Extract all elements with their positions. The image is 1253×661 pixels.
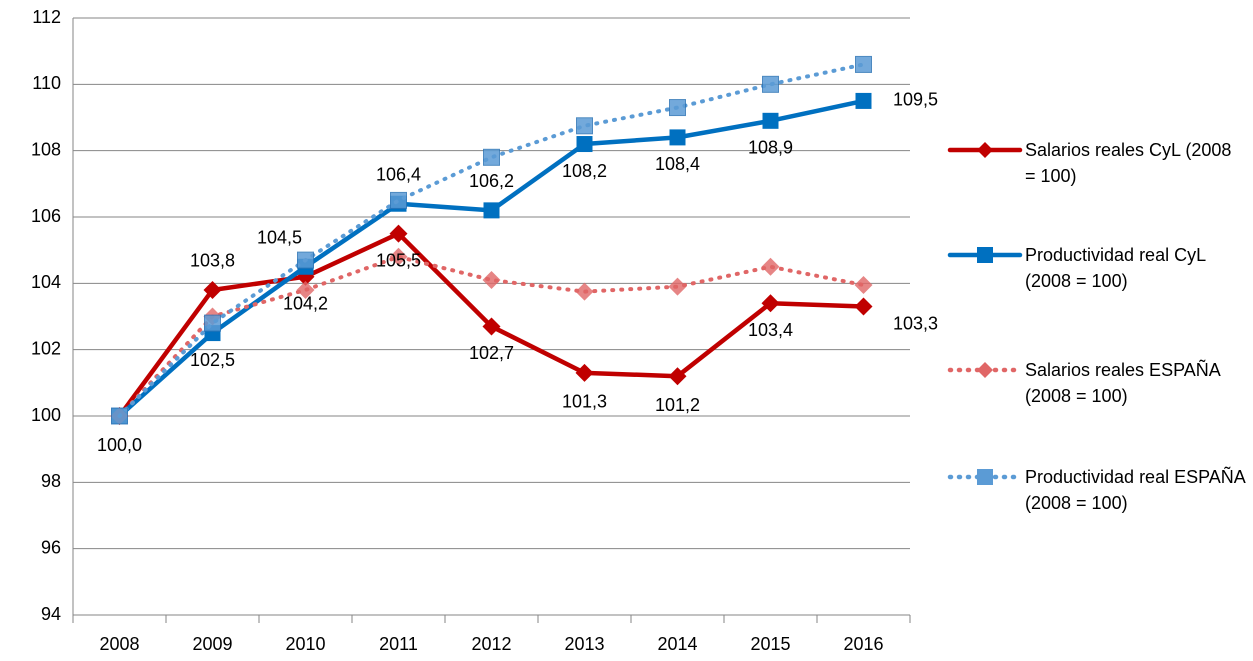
- marker: [297, 251, 314, 269]
- marker: [111, 407, 128, 425]
- data-label: 100,0: [97, 435, 142, 455]
- y-tick-label: 102: [31, 338, 61, 358]
- data-label: 102,7: [469, 343, 514, 363]
- data-label: 106,4: [376, 164, 421, 184]
- x-tick-label: 2015: [750, 634, 790, 654]
- marker: [855, 55, 872, 73]
- marker: [761, 294, 780, 313]
- data-label: 103,8: [190, 251, 235, 271]
- marker: [483, 202, 500, 219]
- y-tick-label: 106: [31, 206, 61, 226]
- data-label: 101,3: [562, 392, 607, 412]
- marker: [390, 191, 407, 209]
- data-label: 101,2: [655, 395, 700, 415]
- x-tick-label: 2010: [285, 634, 325, 654]
- x-tick-label: 2011: [379, 634, 418, 654]
- marker: [762, 75, 779, 93]
- x-tick-label: 2008: [99, 634, 139, 654]
- y-tick-label: 94: [41, 604, 61, 624]
- marker: [203, 280, 222, 299]
- y-tick-label: 108: [31, 139, 61, 159]
- legend-marker: [977, 362, 993, 378]
- marker: [854, 297, 873, 316]
- data-label: 104,2: [283, 293, 328, 313]
- data-label: 103,3: [893, 313, 938, 333]
- series-line: [117, 254, 866, 418]
- y-tick-label: 98: [41, 471, 61, 491]
- legend-marker: [977, 142, 993, 158]
- marker: [668, 277, 687, 296]
- y-tick-label: 112: [32, 7, 61, 27]
- data-label: 103,4: [748, 320, 793, 340]
- data-label: 106,2: [469, 171, 514, 191]
- marker: [575, 363, 594, 382]
- marker: [762, 112, 779, 129]
- marker: [669, 129, 686, 146]
- legend-label: Productividad real ESPAÑA (2008 = 100): [1025, 467, 1245, 513]
- marker: [389, 224, 408, 243]
- y-tick-label: 100: [31, 405, 61, 425]
- marker: [669, 99, 686, 117]
- legend-label: Salarios reales CyL (2008 = 100): [1025, 140, 1232, 186]
- legend-label: Salarios reales ESPAÑA (2008 = 100): [1025, 360, 1220, 406]
- y-tick-label: 110: [32, 73, 61, 93]
- marker: [482, 317, 501, 336]
- marker: [483, 148, 500, 166]
- data-label: 104,5: [257, 228, 302, 248]
- legend-label: Productividad real CyL (2008 = 100): [1025, 245, 1206, 291]
- data-label: 108,9: [748, 138, 793, 158]
- marker: [576, 117, 593, 135]
- x-tick-label: 2013: [564, 634, 604, 654]
- marker: [204, 314, 221, 332]
- data-label: 102,5: [190, 350, 235, 370]
- legend-marker: [977, 469, 993, 485]
- marker: [389, 247, 408, 266]
- marker: [761, 257, 780, 276]
- marker: [855, 92, 872, 109]
- marker: [575, 282, 594, 301]
- data-label: 108,2: [562, 161, 607, 181]
- x-tick-label: 2012: [471, 634, 511, 654]
- x-tick-label: 2014: [657, 634, 697, 654]
- marker: [668, 367, 687, 386]
- y-tick-label: 96: [41, 537, 61, 557]
- x-tick-label: 2009: [192, 634, 232, 654]
- y-tick-label: 104: [31, 272, 61, 292]
- legend-marker: [977, 247, 993, 263]
- marker: [854, 275, 873, 294]
- data-label: 105,5: [376, 250, 421, 270]
- data-label: 109,5: [893, 90, 938, 110]
- data-label: 108,4: [655, 154, 700, 174]
- marker: [296, 280, 315, 299]
- series-line: [117, 62, 866, 418]
- x-tick-label: 2016: [843, 634, 883, 654]
- marker: [482, 271, 501, 290]
- marker: [576, 136, 593, 153]
